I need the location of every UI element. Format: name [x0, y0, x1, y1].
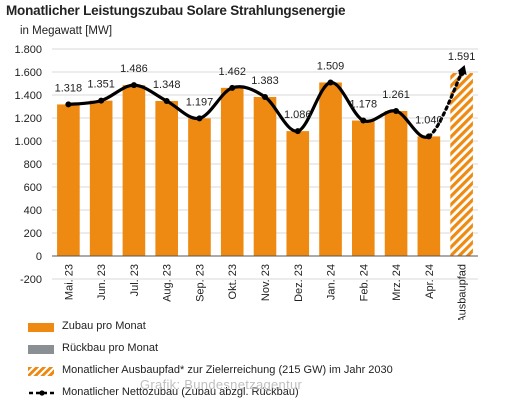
line-point [229, 84, 236, 91]
x-tick-label: Okt. 23 [227, 264, 239, 299]
line-point [65, 101, 72, 108]
line-point [98, 97, 105, 104]
legend-label-zubau: Zubau pro Monat [62, 320, 146, 332]
y-tick-label: 800 [24, 159, 42, 171]
data-label: 1.197 [186, 96, 214, 108]
x-tick-label: Dez. 23 [293, 264, 305, 302]
legend-swatch-nettozubau [29, 390, 54, 396]
legend-item-ausbaupfad: Monatlicher Ausbaupfad* zur Zielerreichu… [28, 362, 508, 382]
y-tick-label: -200 [20, 274, 42, 286]
chart-plot: 1.318 1.351 1.486 1.348 1.197 1.462 1.383 1.086… [14, 44, 478, 320]
data-label: 1.348 [153, 79, 181, 91]
legend-label-nettozubau: Monatlicher Nettozubau (Zubau abzgl. Rüc… [62, 386, 299, 398]
x-tick-label: Jan. 24 [326, 264, 338, 300]
line-point [327, 79, 334, 86]
y-tick-label: 1.200 [14, 113, 42, 125]
x-tick-label: Mrz. 24 [391, 264, 403, 301]
bar [89, 100, 113, 256]
y-tick-label: 400 [24, 205, 42, 217]
legend-item-nettozubau: Monatlicher Nettozubau (Zubau abzgl. Rüc… [28, 384, 508, 404]
bar [384, 110, 408, 256]
series-line-projection [427, 71, 464, 138]
chart-subtitle: in Megawatt [MW] [20, 25, 113, 37]
data-label: 1.486 [120, 63, 148, 75]
y-tick-label: 1.800 [14, 44, 42, 56]
legend-swatch-ausbaupfad [28, 367, 54, 376]
legend-item-zubau: Zubau pro Monat [28, 318, 508, 338]
legend-swatch-zubau [28, 323, 54, 332]
line-point [425, 133, 432, 140]
data-label: 1.178 [350, 99, 378, 111]
data-label: 1.318 [55, 82, 83, 94]
y-tick-label: 1.600 [14, 67, 42, 79]
data-label: 1.351 [87, 79, 115, 91]
y-tick-label: 0 [36, 251, 42, 263]
x-tick-label: Aug. 23 [162, 264, 174, 302]
legend-label-rueckbau: Rückbau pro Monat [62, 342, 158, 354]
x-tick-label: Nov. 23 [260, 264, 272, 301]
projection-arrow [457, 65, 467, 76]
line-point [294, 128, 301, 135]
x-tick-label: Apr. 24 [424, 264, 436, 299]
x-tick-label: Mai. 23 [63, 264, 75, 300]
legend-swatch-rueckbau [28, 345, 54, 354]
bar [155, 100, 178, 256]
bar [122, 85, 146, 256]
source-credit: Grafik: Bundesnetzagentur [140, 377, 303, 392]
bar [57, 104, 80, 257]
data-label: 1.040 [415, 114, 443, 126]
x-tick-label: Feb. 24 [358, 264, 370, 301]
y-tick-label: 200 [24, 228, 42, 240]
bar [319, 82, 342, 256]
line-point [393, 107, 400, 114]
bar-ausbaupfad [450, 73, 473, 256]
line-point [196, 115, 203, 122]
bar [220, 87, 244, 257]
bar [352, 120, 375, 256]
bar [188, 118, 211, 256]
data-label: 1.261 [382, 89, 410, 101]
x-tick-label: Ausbaupfad [457, 264, 469, 320]
y-tick-label: 600 [24, 182, 42, 194]
x-tick-label: Sep. 23 [194, 264, 206, 302]
legend-label-ausbaupfad: Monatlicher Ausbaupfad* zur Zielerreichu… [62, 364, 393, 376]
line-point [360, 117, 367, 124]
bar [286, 131, 310, 256]
x-tick-label: Jul. 23 [129, 264, 141, 296]
bar [253, 96, 277, 256]
data-label: 1.591 [448, 51, 476, 63]
data-label: 1.509 [317, 60, 345, 72]
data-label: 1.383 [251, 75, 279, 87]
bar [417, 136, 441, 256]
legend-item-rueckbau: Rückbau pro Monat [28, 340, 508, 360]
x-tick-label: Jun. 23 [96, 264, 108, 300]
y-tick-label: 1.000 [14, 136, 42, 148]
y-tick-label: 1.400 [14, 90, 42, 102]
chart-title: Monatlicher Leistungszubau Solare Strahl… [6, 3, 346, 18]
chart-legend: Zubau pro Monat Rückbau pro Monat Monatl… [28, 318, 508, 406]
line-point [262, 93, 268, 100]
line-point [130, 82, 137, 89]
line-point [163, 97, 170, 104]
data-label: 1.086 [284, 109, 312, 121]
data-label: 1.462 [218, 66, 246, 78]
